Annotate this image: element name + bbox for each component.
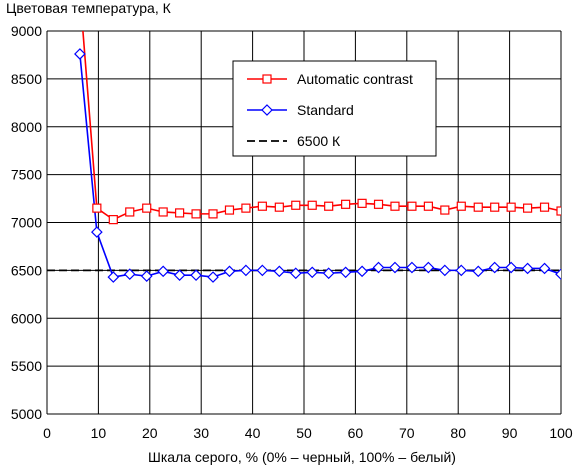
x-tick-label: 20 [142, 425, 158, 441]
data-point [289, 267, 302, 280]
data-point [407, 201, 417, 211]
x-tick-label: 70 [399, 425, 415, 441]
data-point [291, 200, 301, 210]
data-point [406, 261, 418, 274]
data-point [274, 202, 284, 212]
data-point [538, 262, 551, 275]
legend-items: Automatic contrast Standard 6500 К [247, 71, 413, 149]
y-tick-label: 7000 [11, 215, 42, 231]
grid [46, 30, 562, 415]
y-tick-label: 8500 [11, 71, 42, 87]
data-point [341, 199, 351, 209]
data-point [125, 207, 135, 217]
data-point [175, 208, 185, 218]
data-point [440, 205, 450, 215]
x-tick-label: 10 [91, 425, 107, 441]
data-point [173, 269, 186, 282]
data-point [142, 203, 152, 213]
legend-label: Standard [297, 102, 354, 118]
y-axis-title: Цветовая температура, К [6, 0, 172, 16]
data-point [207, 271, 219, 283]
data-point [123, 268, 136, 281]
data-point [390, 201, 400, 211]
data-point [74, 48, 86, 60]
data-point [241, 203, 251, 213]
y-tick-label: 5500 [11, 358, 42, 374]
data-point [324, 201, 334, 211]
data-point [108, 215, 118, 225]
data-point [190, 269, 202, 282]
data-point [356, 265, 368, 278]
data-point [322, 267, 335, 280]
x-tick-label: 60 [348, 425, 364, 441]
y-tick-label: 6000 [11, 310, 42, 326]
y-tick-label: 9000 [11, 23, 42, 39]
y-tick-label: 6500 [11, 262, 42, 278]
data-point [306, 266, 319, 279]
series-layer [47, 31, 561, 283]
data-point [256, 264, 269, 277]
legend-marker [262, 74, 272, 84]
data-point [472, 265, 485, 278]
data-point [372, 261, 385, 274]
x-tick-label: 0 [43, 425, 51, 441]
data-point [522, 203, 533, 213]
data-point [373, 199, 384, 209]
data-point [357, 198, 367, 208]
data-point [473, 202, 483, 212]
data-point [224, 205, 235, 215]
axes: 5000 5500 6000 6500 7000 7500 8000 8500 9000 0 10 2… [11, 23, 573, 441]
data-point [505, 261, 517, 274]
x-tick-label: 100 [549, 425, 573, 441]
data-point [273, 265, 286, 278]
data-point [158, 207, 168, 217]
legend: Automatic contrast Standard 6500 К [232, 60, 437, 157]
data-point [389, 261, 401, 274]
data-point [257, 201, 267, 211]
data-point [157, 265, 170, 278]
data-point [521, 262, 534, 275]
data-point [555, 268, 561, 281]
data-point [91, 226, 103, 238]
data-point [339, 266, 352, 279]
data-point [456, 201, 466, 211]
legend-marker [261, 104, 273, 116]
y-tick-label: 7500 [11, 167, 42, 183]
x-tick-label: 90 [502, 425, 518, 441]
data-point [422, 261, 435, 274]
data-point [488, 261, 501, 274]
legend-label: Automatic contrast [297, 71, 413, 87]
data-point [223, 265, 236, 278]
data-point [307, 200, 317, 210]
legend-label: 6500 К [297, 133, 341, 149]
data-point [140, 270, 153, 282]
x-tick-label: 80 [450, 425, 466, 441]
data-point [107, 271, 120, 283]
data-point [539, 202, 550, 212]
data-point [92, 203, 102, 213]
y-tick-label: 5000 [11, 406, 42, 422]
data-point [455, 264, 468, 277]
data-point [423, 201, 433, 211]
x-tick-label: 30 [193, 425, 209, 441]
data-point [490, 202, 500, 212]
x-tick-label: 40 [245, 425, 261, 441]
x-tick-label: 50 [296, 425, 312, 441]
data-point [191, 209, 201, 219]
data-point [556, 206, 561, 216]
data-point [506, 202, 516, 212]
data-point [240, 264, 252, 277]
data-point [208, 209, 218, 219]
data-point [438, 264, 451, 277]
y-tick-label: 8000 [11, 119, 42, 135]
x-axis-title: Шкала серого, % (0% – черный, 100% – бел… [148, 449, 456, 465]
